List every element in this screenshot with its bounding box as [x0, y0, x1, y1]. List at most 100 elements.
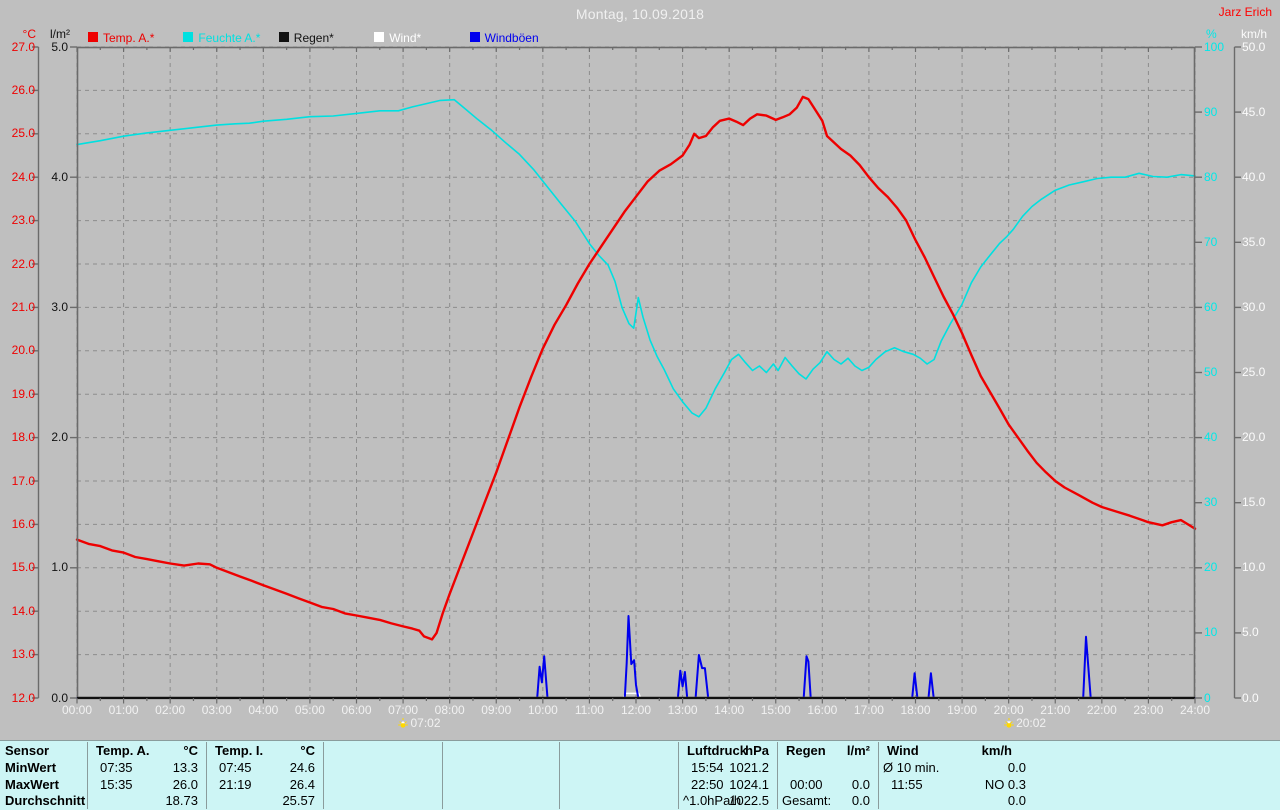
table-cell-time: 22:50: [691, 777, 724, 792]
table-col-unit: hPa: [745, 743, 769, 758]
table-column-divider: [442, 742, 443, 809]
table-col-header: Regen: [786, 743, 826, 758]
time-axis-label: 09:00: [481, 703, 512, 717]
time-axis-label: 06:00: [341, 703, 372, 717]
time-axis-label: 19:00: [947, 703, 978, 717]
time-axis-label: 01:00: [108, 703, 139, 717]
time-axis-label: 11:00: [574, 703, 604, 717]
wind-axis-label: 5.0: [1242, 625, 1259, 640]
time-axis-label: 10:00: [527, 703, 558, 717]
page-title: Montag, 10.09.2018: [575, 6, 705, 22]
time-axis-label: 21:00: [1040, 703, 1071, 717]
humidity-axis-label: 30: [1204, 495, 1218, 510]
series-feuchte_a-line: [76, 98, 1196, 418]
regen-swatch-icon: [278, 32, 289, 42]
rain-axis-label: 5.0: [51, 39, 68, 54]
table-cell-time: 15:35: [100, 777, 133, 792]
table-cell-value: 0.0: [851, 777, 870, 792]
table-cell-time: 07:45: [219, 760, 252, 775]
humidity-axis-label: 20: [1204, 560, 1218, 575]
rain-axis-label: 2.0: [51, 430, 68, 445]
wind-axis-label: 10.0: [1242, 560, 1266, 575]
right-axis-unit-wind: km/h: [1241, 27, 1268, 41]
temp-axis-label: 18.0: [11, 430, 35, 445]
sun-time-label: 20:02: [1016, 716, 1047, 730]
left-axis-unit-rain: l/m²: [50, 27, 70, 41]
left-axis-unit-temp: °C: [22, 27, 36, 41]
temp_a-swatch-icon: [88, 32, 98, 42]
time-axis-label: 07:00: [388, 703, 419, 717]
table-col-unit: l/m²: [846, 743, 870, 758]
wind-axis-label: 50.0: [1242, 39, 1266, 54]
sunrise-marker: 07:02: [397, 716, 441, 730]
temp-axis-label: 25.0: [11, 126, 35, 141]
table-column-divider: [87, 742, 88, 809]
wind-axis-label: 15.0: [1242, 495, 1266, 510]
table-column-divider: [559, 742, 560, 809]
time-axis-label: 20:00: [993, 703, 1024, 717]
time-axis-label: 13:00: [667, 703, 698, 717]
humidity-axis-label: 10: [1204, 625, 1218, 640]
rain-axis-label: 4.0: [51, 169, 68, 184]
temp-axis-label: 15.0: [11, 560, 35, 575]
summary-table: Sensor MinWert MaxWert Durchschnitt Temp. A.…: [0, 740, 1280, 810]
table-row-label: Sensor: [5, 743, 50, 758]
time-axis-label: 16:00: [807, 703, 838, 717]
time-axis-label: 18:00: [900, 703, 931, 717]
table-cell-value: 0.0: [1007, 760, 1026, 775]
wind-axis-label: 35.0: [1242, 234, 1266, 249]
table-cell-time: 11:55: [891, 777, 923, 792]
sunset-icon: [1004, 718, 1014, 728]
table-col-unit: km/h: [981, 743, 1012, 758]
temp-axis-label: 12.0: [11, 690, 35, 705]
table-cell-value: 25.57: [282, 793, 315, 808]
wind-swatch-icon: [374, 32, 385, 42]
time-axis-label: 02:00: [155, 703, 186, 717]
temp-axis-label: 26.0: [11, 82, 35, 97]
wind-axis-label: 0.0: [1242, 690, 1259, 705]
table-cell-value: 26.4: [289, 777, 315, 792]
humidity-axis-label: 70: [1204, 234, 1218, 249]
humidity-axis-label: 60: [1204, 299, 1218, 314]
temp-axis-label: 24.0: [11, 169, 35, 184]
sunrise-icon: [398, 718, 409, 728]
rain-axis-label: 1.0: [51, 560, 68, 575]
station-owner-label: Jarz Erich: [1218, 5, 1272, 19]
table-cell-value: 1024.1: [729, 777, 769, 792]
table-row-label: MaxWert: [5, 777, 59, 792]
table-cell-time: 07:35: [100, 760, 133, 775]
table-cell-time: 15:54: [691, 760, 724, 775]
sunset-marker: 20:02: [1003, 716, 1046, 730]
table-column-divider: [206, 742, 207, 809]
table-col-header: Temp. I.: [215, 743, 264, 758]
temp-axis-label: 20.0: [11, 343, 35, 358]
time-axis-label: 17:00: [853, 703, 884, 717]
table-cell-value: 1021.2: [729, 760, 769, 775]
wind-axis-label: 40.0: [1242, 169, 1266, 184]
humidity-axis-label: 50: [1204, 365, 1218, 379]
series-temp_a-line: [75, 95, 1197, 641]
time-axis-label: 00:00: [61, 703, 93, 717]
table-row-label: Durchschnitt: [5, 793, 86, 808]
time-axis-label: 12:00: [620, 703, 652, 717]
wind-axis-label: 30.0: [1242, 299, 1266, 314]
table-cell-time: 21:19: [219, 777, 252, 792]
humidity-axis-label: 100: [1204, 39, 1225, 54]
legend-label: Regen*: [293, 31, 334, 45]
table-cell-value: 0.0: [851, 793, 870, 808]
feuchte_a-swatch-icon: [183, 32, 194, 42]
table-cell-value: 1022.5: [729, 793, 769, 808]
time-axis-label: 24:00: [1179, 703, 1211, 717]
table-row-label: MinWert: [5, 760, 57, 775]
windboeen-swatch-icon: [469, 32, 480, 42]
humidity-axis-label: 90: [1204, 104, 1218, 119]
temp-axis-label: 13.0: [11, 647, 35, 662]
table-cell-value: 0.0: [1007, 793, 1026, 808]
time-axis-label: 08:00: [434, 703, 465, 717]
legend-label: Wind*: [389, 31, 422, 45]
table-col-header: Wind: [887, 743, 919, 758]
time-axis-label: 04:00: [248, 703, 279, 717]
humidity-axis-label: 40: [1204, 430, 1218, 445]
temp-axis-label: 17.0: [11, 473, 35, 488]
